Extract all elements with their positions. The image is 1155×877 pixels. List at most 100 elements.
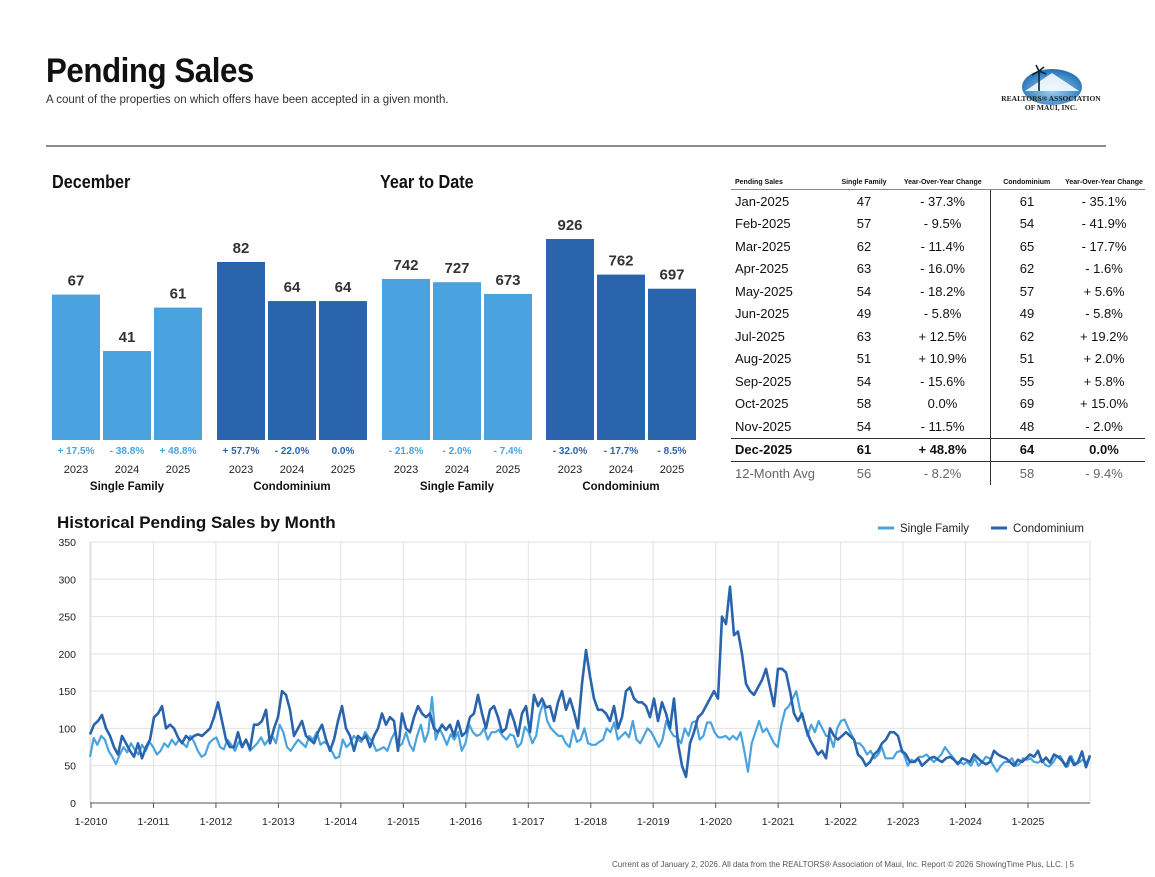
table-cell: - 2.0% (1085, 418, 1123, 434)
year-label: 2025 (166, 464, 190, 476)
year-label: 2023 (229, 464, 253, 476)
table-cell: 57 (990, 280, 1063, 303)
year-label: 2024 (115, 464, 139, 476)
year-label: 2024 (280, 464, 304, 476)
x-tick-label: 1-2016 (449, 816, 482, 828)
legend-label: Condominium (1013, 523, 1084, 535)
x-tick-label: 1-2020 (699, 816, 732, 828)
bar-value-label: 61 (170, 286, 187, 303)
bar-0-1-0 (217, 262, 265, 440)
group-label: Single Family (420, 481, 495, 493)
bar-value-label: 697 (659, 267, 684, 284)
x-tick-label: 1-2024 (949, 816, 982, 828)
bar-1-0-2 (484, 293, 532, 440)
table-row: Feb-2025 57 - 9.5% 54 - 41.9% (731, 212, 1145, 235)
table-cell: 12-Month Avg (735, 465, 815, 481)
table-cell: Nov-2025 (735, 418, 792, 434)
table-cell: - 9.4% (1085, 465, 1123, 481)
table-cell: 51 (856, 351, 872, 367)
table-cell: 61 (990, 189, 1063, 213)
table-cell: Oct-2025 (735, 396, 789, 412)
logo-line-1: REALTORS® ASSOCIATION (1001, 94, 1101, 103)
bar-value-label: 926 (557, 217, 582, 234)
table-cell: 48 (990, 415, 1063, 438)
x-tick-label: 1-2019 (637, 816, 670, 828)
table-cell: - 15.6% (920, 373, 965, 389)
year-label: 2025 (660, 464, 684, 476)
bar-0-1-1 (268, 301, 316, 440)
table-row: Sep-2025 54 - 15.6% 55 + 5.8% (731, 370, 1145, 393)
table-cell: 54 (856, 373, 872, 389)
bar-0-0-1 (103, 351, 151, 440)
table-cell: Jun-2025 (735, 306, 790, 322)
table-cell: Jan-2025 (735, 193, 790, 209)
x-tick-label: 1-2021 (762, 816, 795, 828)
ytd-heading: Year to Date (380, 172, 474, 192)
bar-0-1-2 (319, 301, 367, 440)
y-tick-label: 350 (58, 537, 76, 549)
table-cell: - 41.9% (1081, 216, 1127, 232)
association-logo (1022, 64, 1082, 105)
table-row: Mar-2025 62 - 11.4% 65 - 17.7% (731, 235, 1145, 258)
table-cell: - 5.8% (1085, 306, 1123, 322)
change-label: 0.0% (332, 446, 355, 457)
table-row: Jun-2025 49 - 5.8% 49 - 5.8% (731, 302, 1145, 325)
x-tick-label: 1-2013 (262, 816, 295, 828)
y-tick-label: 0 (70, 798, 76, 810)
palm-tree-icon (1031, 64, 1047, 91)
group-label: Condominium (253, 481, 330, 493)
bar-1-0-1 (433, 282, 481, 440)
x-tick-label: 1-2025 (1012, 816, 1045, 828)
x-tick-label: 1-2015 (387, 816, 420, 828)
bar-value-label: 64 (284, 279, 301, 296)
table-cell: - 11.5% (920, 418, 965, 434)
y-tick-label: 150 (58, 686, 76, 698)
table-cell: 61 (833, 437, 895, 462)
y-tick-label: 200 (58, 649, 76, 661)
change-label: - 32.0% (553, 446, 588, 457)
bar-value-label: 727 (444, 260, 469, 277)
year-label: 2023 (64, 464, 88, 476)
header-divider (46, 145, 1106, 147)
table-cell: 0.0% (1063, 437, 1145, 462)
series-line-single-family (88, 690, 1091, 773)
year-label: 2024 (609, 464, 633, 476)
table-cell: 0.0% (927, 396, 958, 412)
table-row: Nov-2025 54 - 11.5% 48 - 2.0% (731, 415, 1145, 438)
logo-line-2: OF MAUI, INC. (1024, 103, 1078, 112)
table-cell: May-2025 (735, 283, 793, 299)
table-cell: + 10.9% (918, 351, 967, 367)
header-condominium: Condominium (990, 167, 1063, 190)
group-label: Single Family (90, 481, 165, 493)
table-cell: Sep-2025 (735, 373, 792, 389)
bar-value-label: 742 (393, 257, 418, 274)
table-cell: - 35.1% (1081, 193, 1127, 209)
year-label: 2025 (331, 464, 355, 476)
table-cell: + 48.8% (895, 437, 991, 462)
table-cell: 64 (990, 437, 1063, 462)
y-tick-label: 300 (58, 574, 76, 586)
table-row: May-2025 54 - 18.2% 57 + 5.6% (731, 280, 1145, 303)
table-cell: 47 (856, 193, 872, 209)
change-label: - 38.8% (110, 446, 145, 457)
logo-text: REALTORS® ASSOCIATION OF MAUI, INC. (992, 94, 1110, 112)
table-row: 12-Month Avg 56 - 8.2% 58 - 9.4% (731, 461, 1145, 485)
header-yoy-condo: Year-Over-Year Change (1063, 167, 1145, 190)
bar-value-label: 41 (119, 329, 136, 346)
table-cell: Apr-2025 (735, 261, 789, 277)
table-cell: 58 (990, 461, 1063, 485)
change-label: - 7.4% (494, 446, 523, 457)
table-cell: 54 (856, 418, 872, 434)
x-tick-label: 1-2022 (824, 816, 857, 828)
group-label: Condominium (582, 481, 659, 493)
page-title: Pending Sales (46, 52, 254, 90)
bar-value-label: 64 (335, 279, 352, 296)
x-tick-label: 1-2010 (75, 816, 108, 828)
legend-label: Single Family (900, 523, 969, 535)
historical-line-chart: Historical Pending Sales by Month 0 50 100 1… (57, 513, 1092, 828)
x-tick-label: 1-2012 (200, 816, 233, 828)
year-label: 2023 (394, 464, 418, 476)
december-heading: December (52, 172, 131, 192)
year-label: 2023 (558, 464, 582, 476)
